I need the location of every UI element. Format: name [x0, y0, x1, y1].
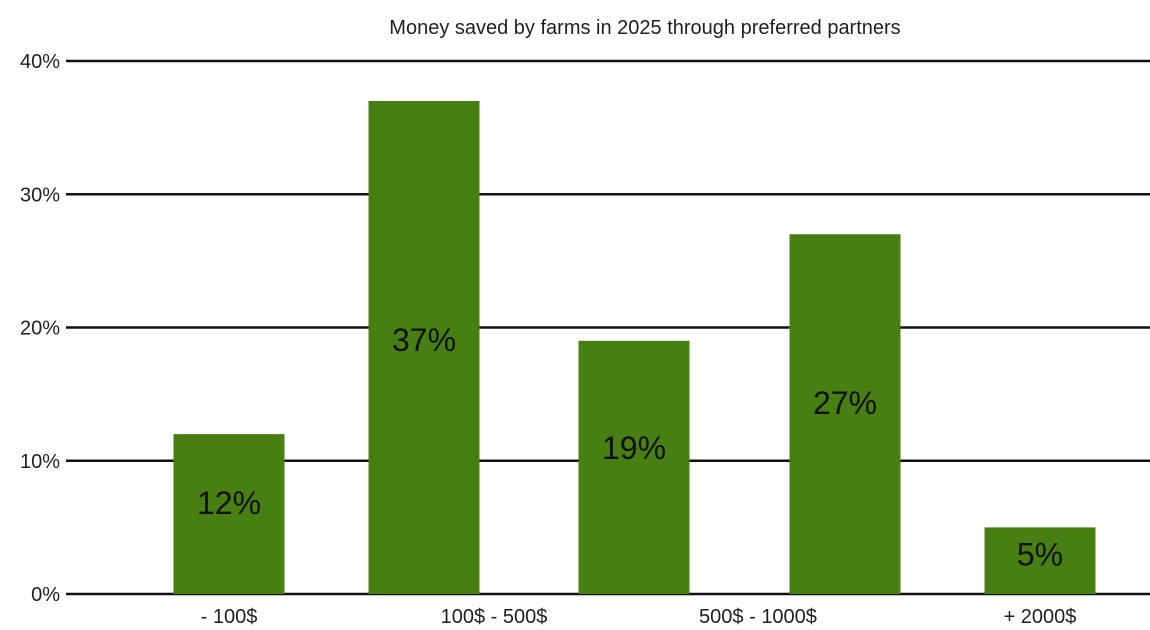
category-layer: - 100$ 100$ - 500$ 500$ - 1000$ + 2000$: [201, 606, 1077, 628]
bar: [368, 100, 480, 594]
bar-value-label: 37%: [392, 322, 456, 358]
bar: [789, 234, 901, 594]
bar-value-label: 19%: [602, 430, 666, 466]
y-tick-label: 10%: [20, 451, 60, 473]
chart-title: Money saved by farms in 2025 through pre…: [389, 17, 900, 39]
x-category-label: 500$ - 1000$: [699, 606, 817, 628]
bar-layer: [173, 100, 1096, 594]
bar-value-label: 5%: [1017, 536, 1063, 572]
y-tick-label: 30%: [20, 184, 60, 206]
y-tick-label: 40%: [20, 51, 60, 73]
bar-value-label: 27%: [813, 385, 877, 421]
bar: [578, 340, 690, 594]
x-category-label: - 100$: [201, 606, 258, 628]
y-tick-label: 20%: [20, 318, 60, 340]
x-category-label: 100$ - 500$: [441, 606, 548, 628]
bar-value-label: 12%: [197, 485, 261, 521]
label-layer: 12% 37% 19% 27% 5%: [197, 322, 1063, 572]
bar: [173, 434, 285, 594]
bar: [984, 527, 1096, 594]
y-tick-label: 0%: [31, 584, 60, 606]
x-category-label: + 2000$: [1004, 606, 1077, 628]
